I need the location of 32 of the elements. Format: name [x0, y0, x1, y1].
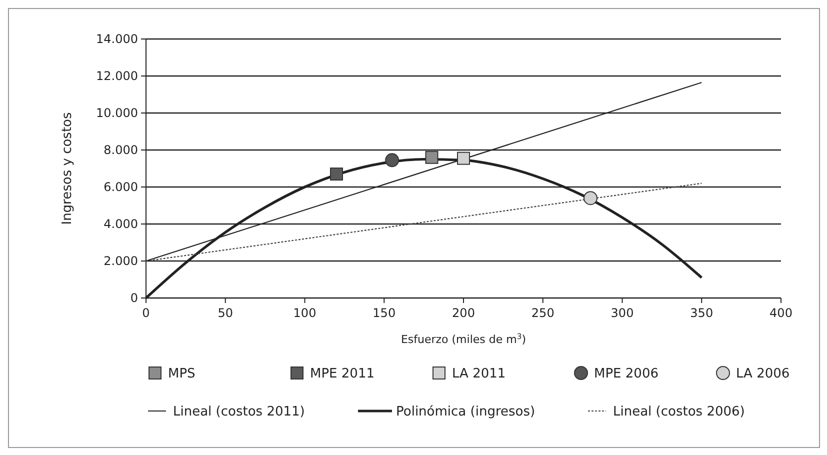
y-tick-label: 10.000 [96, 106, 138, 120]
y-tick-label: 14.000 [96, 32, 138, 46]
y-tick-label: 0 [130, 291, 138, 306]
legend-label: MPE 2011 [310, 366, 374, 382]
y-tick-label: 6.000 [104, 180, 138, 194]
x-tick-label: 300 [610, 306, 634, 320]
x-tick-label: 200 [452, 306, 475, 320]
y-tick-label: 8.000 [104, 143, 138, 158]
x-tick-label: 250 [531, 306, 554, 320]
legend-label: Lineal (costos 2006) [613, 404, 745, 420]
y-tick-label: 12.000 [96, 69, 138, 84]
legend-label: MPS [168, 366, 196, 382]
legend-label: LA 2011 [452, 366, 506, 382]
point [330, 168, 343, 181]
x-tick-label: 400 [770, 306, 792, 320]
y-tick-label: 4.000 [104, 217, 138, 232]
point [457, 152, 470, 165]
legend-label: LA 2006 [736, 366, 790, 382]
x-tick-label: 100 [293, 306, 316, 320]
x-tick-label: 0 [142, 306, 150, 320]
y-tick-label: 2.000 [104, 254, 138, 268]
point [385, 153, 400, 168]
x-tick-label: 50 [218, 306, 234, 320]
x-tick-label: 150 [372, 306, 396, 320]
legend-label: Lineal (costos 2011) [173, 404, 305, 420]
point [584, 191, 598, 206]
x-tick-label: 350 [690, 306, 714, 320]
legend-label: Polinómica (ingresos) [396, 404, 536, 420]
y-axis-title: Ingresos y costos [60, 112, 75, 225]
legend-label: MPE 2006 [594, 366, 658, 382]
x-axis-title: Esfuerzo (miles de m$^{3}$) [400, 332, 526, 346]
point [425, 150, 438, 164]
